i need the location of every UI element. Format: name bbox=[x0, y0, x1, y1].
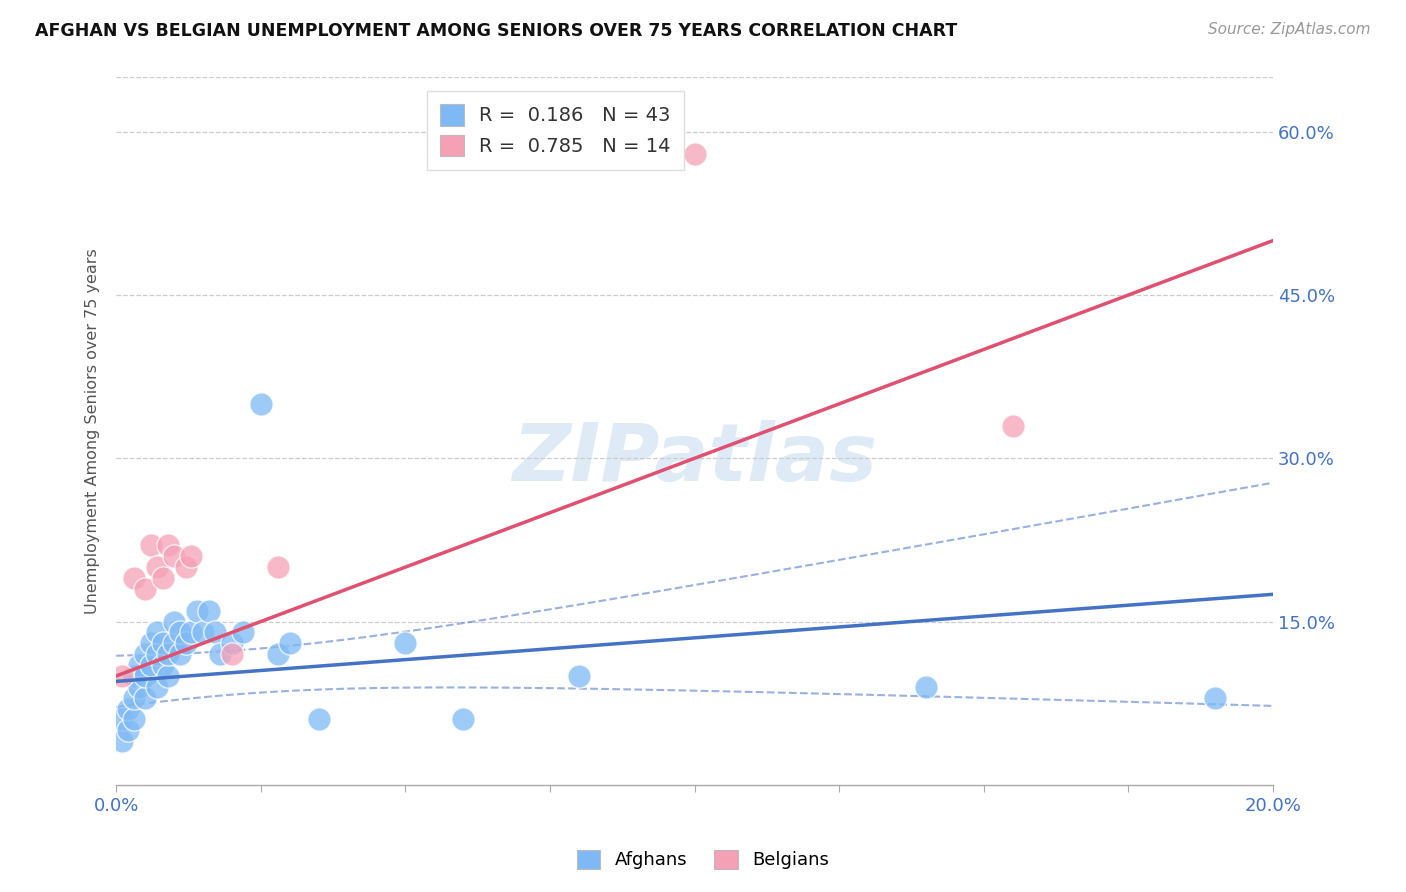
Point bbox=[163, 549, 186, 564]
Point bbox=[267, 647, 290, 661]
Point bbox=[163, 636, 186, 650]
Point bbox=[145, 680, 167, 694]
Point bbox=[152, 571, 174, 585]
Point bbox=[174, 560, 197, 574]
Point bbox=[169, 647, 191, 661]
Point bbox=[163, 615, 186, 629]
Point bbox=[111, 713, 134, 727]
Point bbox=[191, 625, 214, 640]
Point bbox=[122, 690, 145, 705]
Point bbox=[139, 538, 162, 552]
Point bbox=[250, 397, 273, 411]
Text: AFGHAN VS BELGIAN UNEMPLOYMENT AMONG SENIORS OVER 75 YEARS CORRELATION CHART: AFGHAN VS BELGIAN UNEMPLOYMENT AMONG SEN… bbox=[35, 22, 957, 40]
Point bbox=[1204, 690, 1226, 705]
Point bbox=[111, 734, 134, 748]
Point bbox=[134, 582, 156, 596]
Point bbox=[451, 713, 474, 727]
Point bbox=[308, 713, 330, 727]
Point bbox=[394, 636, 416, 650]
Point bbox=[180, 549, 202, 564]
Text: ZIPatlas: ZIPatlas bbox=[512, 420, 877, 499]
Point bbox=[174, 636, 197, 650]
Point bbox=[128, 680, 150, 694]
Text: Source: ZipAtlas.com: Source: ZipAtlas.com bbox=[1208, 22, 1371, 37]
Point bbox=[221, 636, 243, 650]
Y-axis label: Unemployment Among Seniors over 75 years: Unemployment Among Seniors over 75 years bbox=[86, 248, 100, 614]
Point bbox=[568, 669, 591, 683]
Point bbox=[204, 625, 226, 640]
Point bbox=[152, 636, 174, 650]
Point bbox=[152, 658, 174, 673]
Point bbox=[122, 571, 145, 585]
Point bbox=[169, 625, 191, 640]
Point bbox=[145, 625, 167, 640]
Point bbox=[117, 701, 139, 715]
Point bbox=[145, 560, 167, 574]
Point bbox=[111, 669, 134, 683]
Point bbox=[221, 647, 243, 661]
Point bbox=[267, 560, 290, 574]
Point bbox=[157, 538, 180, 552]
Point bbox=[128, 658, 150, 673]
Point bbox=[209, 647, 232, 661]
Point bbox=[122, 669, 145, 683]
Point bbox=[122, 713, 145, 727]
Point bbox=[145, 647, 167, 661]
Point bbox=[683, 146, 706, 161]
Point bbox=[134, 669, 156, 683]
Point bbox=[278, 636, 301, 650]
Point bbox=[180, 625, 202, 640]
Point bbox=[117, 723, 139, 738]
Legend: Afghans, Belgians: Afghans, Belgians bbox=[568, 840, 838, 879]
Point bbox=[139, 636, 162, 650]
Point bbox=[134, 647, 156, 661]
Point bbox=[198, 604, 221, 618]
Point bbox=[914, 680, 936, 694]
Point bbox=[232, 625, 254, 640]
Point bbox=[186, 604, 208, 618]
Point bbox=[157, 647, 180, 661]
Point bbox=[1001, 418, 1024, 433]
Point bbox=[134, 690, 156, 705]
Point bbox=[139, 658, 162, 673]
Point bbox=[157, 669, 180, 683]
Legend: R =  0.186   N = 43, R =  0.785   N = 14: R = 0.186 N = 43, R = 0.785 N = 14 bbox=[426, 91, 685, 170]
